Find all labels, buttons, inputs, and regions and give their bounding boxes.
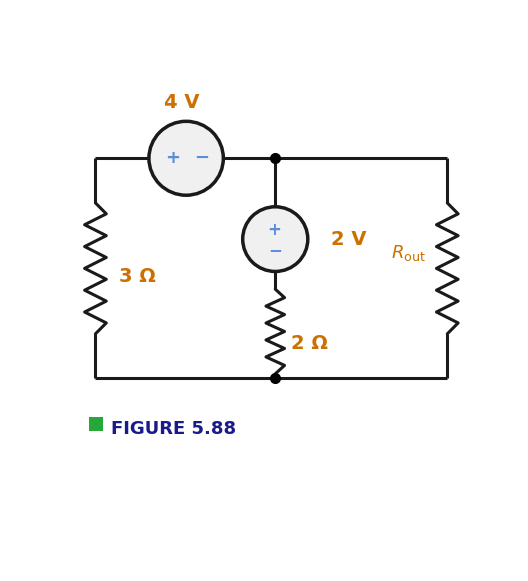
Circle shape — [149, 121, 223, 195]
Text: 4 V: 4 V — [165, 93, 200, 112]
FancyBboxPatch shape — [89, 417, 103, 431]
Text: +: + — [165, 149, 180, 167]
Circle shape — [243, 207, 308, 271]
Text: +: + — [267, 221, 281, 239]
Text: $R_{\mathrm{out}}$: $R_{\mathrm{out}}$ — [391, 243, 426, 263]
Text: 3 Ω: 3 Ω — [119, 267, 155, 286]
Text: −: − — [194, 149, 209, 167]
Text: FIGURE 5.88: FIGURE 5.88 — [111, 420, 236, 438]
Text: 2 V: 2 V — [331, 229, 366, 249]
Text: 2 Ω: 2 Ω — [291, 333, 328, 353]
Text: −: − — [268, 241, 282, 259]
